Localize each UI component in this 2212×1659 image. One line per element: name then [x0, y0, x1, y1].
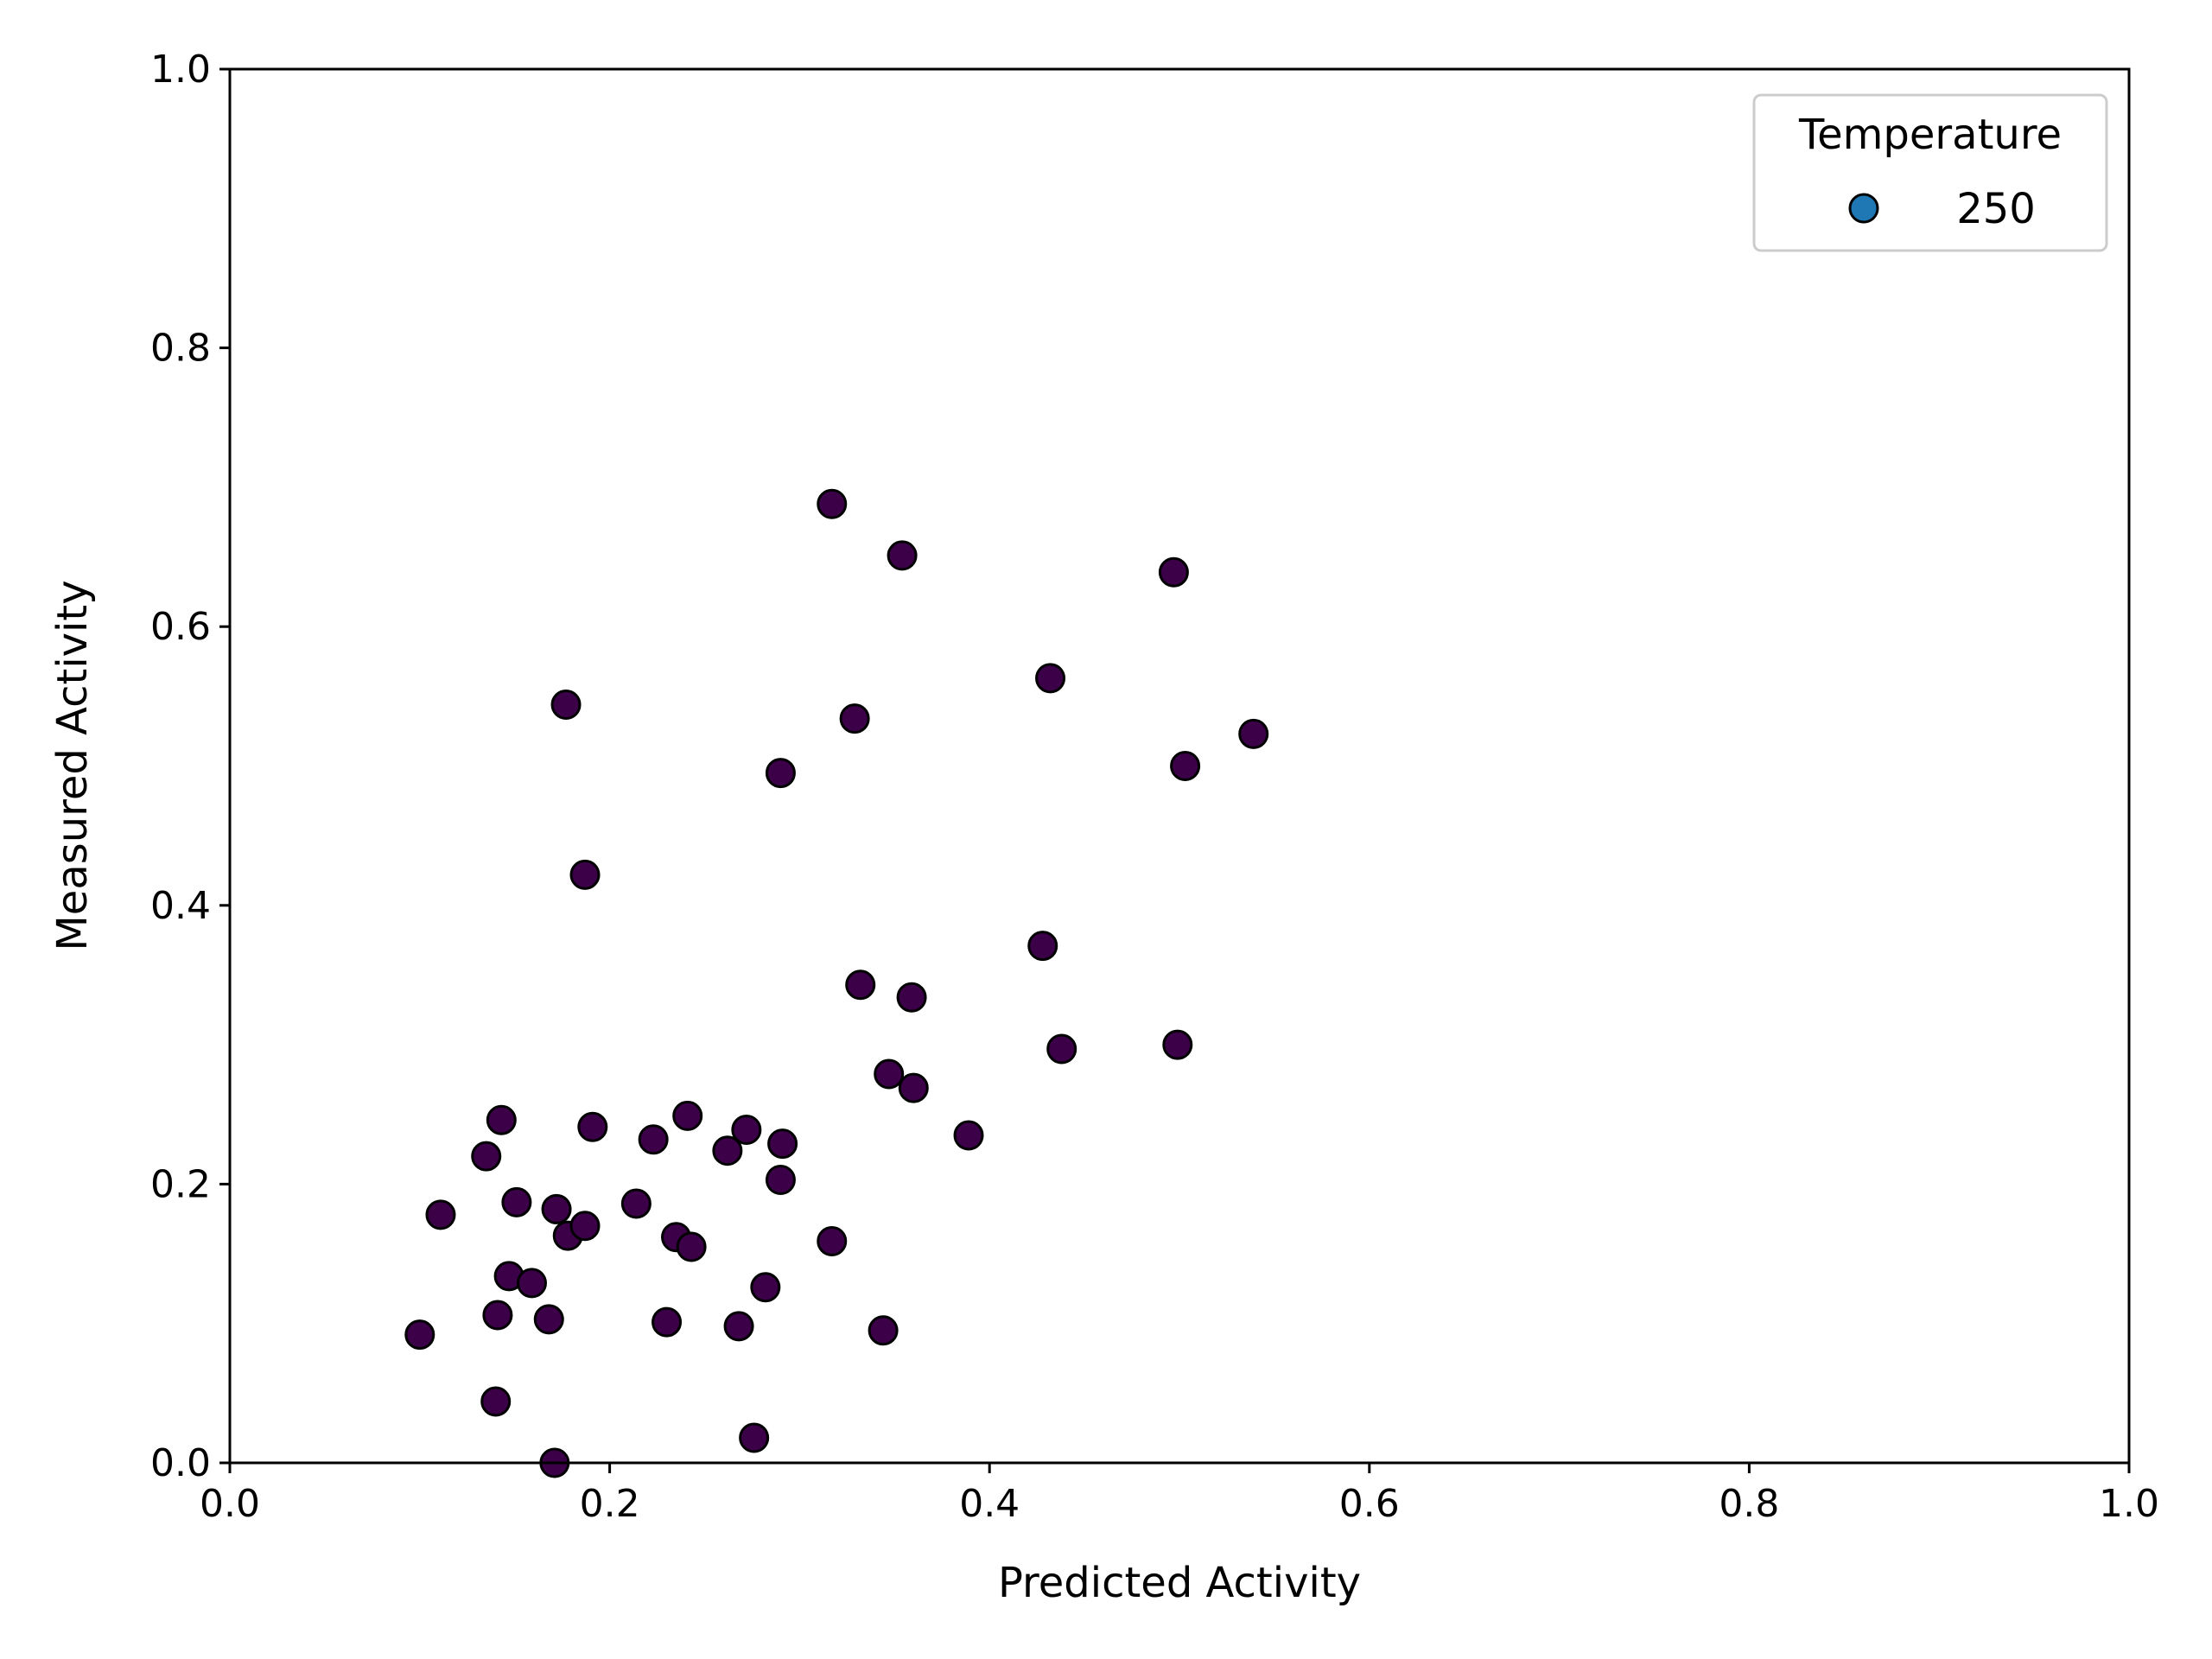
data-point [404, 1319, 435, 1351]
data-point [767, 1128, 798, 1160]
y-tick-label: 0.4 [150, 884, 211, 928]
data-point [638, 1124, 669, 1155]
data-point [1046, 1033, 1077, 1065]
legend-marker [1848, 193, 1879, 224]
data-point [516, 1268, 547, 1299]
data-point [845, 969, 876, 1001]
data-point [874, 1058, 905, 1090]
data-point [569, 859, 601, 890]
data-point [817, 1226, 848, 1257]
data-point [425, 1199, 456, 1230]
data-point [1170, 751, 1201, 781]
data-point [1238, 718, 1269, 749]
data-point [550, 690, 582, 721]
data-point [953, 1120, 984, 1151]
data-point [482, 1300, 513, 1331]
data-point [887, 540, 918, 571]
x-tick-label: 0.0 [200, 1482, 260, 1526]
data-point [896, 982, 927, 1013]
y-tick-label: 0.0 [150, 1441, 211, 1485]
x-tick-label: 0.2 [580, 1482, 640, 1526]
data-point [1162, 1029, 1193, 1060]
x-axis-label: Predicted Activity [998, 1559, 1361, 1607]
data-point [676, 1231, 707, 1262]
x-tick-label: 1.0 [2099, 1482, 2159, 1526]
x-tick-label: 0.6 [1339, 1482, 1400, 1526]
y-axis-label: Measured Activity [48, 580, 97, 950]
data-point [1035, 663, 1066, 694]
y-tick-label: 1.0 [150, 48, 211, 92]
legend-title: Temperature [1798, 111, 2062, 159]
data-point [486, 1104, 517, 1135]
x-tick-label: 0.8 [1719, 1482, 1779, 1526]
x-tick-label: 0.4 [959, 1482, 1020, 1526]
data-point [739, 1422, 770, 1453]
data-point [712, 1135, 743, 1166]
points-layer [404, 488, 1269, 1478]
data-point [765, 1165, 796, 1196]
y-tick-label: 0.8 [150, 327, 211, 371]
data-point [471, 1141, 502, 1172]
data-point [541, 1193, 572, 1224]
data-point [731, 1114, 762, 1145]
ticks-layer: 0.0 0.2 0.4 0.6 0.8 1.0 0.0 0.2 0.4 0.6 0.8 1.0 [150, 48, 2159, 1526]
data-point [1027, 931, 1058, 962]
data-point [1158, 556, 1189, 588]
data-point [577, 1111, 608, 1142]
data-point [569, 1211, 601, 1242]
y-tick-label: 0.2 [150, 1162, 211, 1206]
data-point [480, 1386, 512, 1417]
data-point [898, 1072, 929, 1103]
data-point [723, 1311, 754, 1342]
legend-box [1752, 93, 2108, 252]
y-tick-label: 0.6 [150, 605, 211, 649]
data-point [839, 703, 870, 734]
data-point [750, 1272, 781, 1303]
data-point [817, 488, 848, 519]
data-point [652, 1306, 683, 1338]
data-point [501, 1186, 532, 1217]
data-point [620, 1188, 652, 1219]
plot-frame [228, 67, 2131, 1465]
legend: Temperature 250 [1752, 93, 2108, 252]
data-point [672, 1100, 703, 1131]
data-point [868, 1315, 899, 1346]
legend-entry-label: 250 [1956, 185, 2036, 233]
data-point [533, 1304, 564, 1335]
data-point [765, 758, 796, 789]
